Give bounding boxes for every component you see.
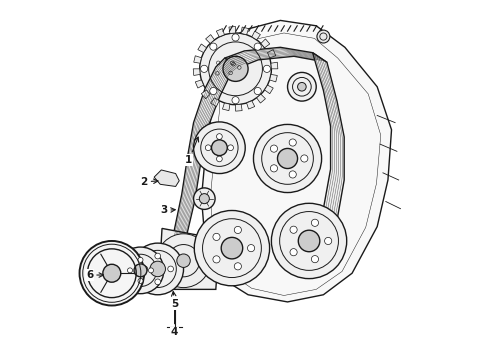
Circle shape <box>142 266 147 272</box>
Circle shape <box>155 279 160 285</box>
Polygon shape <box>264 85 273 94</box>
Circle shape <box>300 155 307 162</box>
Polygon shape <box>270 62 277 69</box>
Polygon shape <box>172 58 240 241</box>
Circle shape <box>263 65 270 72</box>
Circle shape <box>227 145 233 150</box>
Circle shape <box>289 249 297 256</box>
Polygon shape <box>193 69 200 76</box>
Circle shape <box>231 34 239 41</box>
Circle shape <box>193 188 215 210</box>
Polygon shape <box>251 31 260 40</box>
Circle shape <box>297 82 305 91</box>
Circle shape <box>117 247 163 294</box>
Polygon shape <box>261 39 269 48</box>
Circle shape <box>277 148 297 168</box>
Circle shape <box>212 256 220 263</box>
Polygon shape <box>201 90 210 99</box>
Polygon shape <box>311 53 344 250</box>
Circle shape <box>254 43 261 50</box>
Circle shape <box>138 278 142 283</box>
Circle shape <box>271 203 346 279</box>
Circle shape <box>270 145 277 152</box>
Circle shape <box>223 56 247 81</box>
Text: 6: 6 <box>86 270 103 280</box>
Circle shape <box>209 43 217 50</box>
Circle shape <box>155 253 160 259</box>
Polygon shape <box>224 47 326 67</box>
Polygon shape <box>154 170 179 186</box>
Polygon shape <box>158 228 219 289</box>
Circle shape <box>200 65 207 72</box>
Circle shape <box>212 233 220 240</box>
Circle shape <box>311 256 318 263</box>
Polygon shape <box>198 44 206 53</box>
Polygon shape <box>256 94 265 103</box>
Circle shape <box>221 237 242 259</box>
Circle shape <box>132 243 183 295</box>
Circle shape <box>138 257 142 262</box>
Circle shape <box>253 125 321 193</box>
Circle shape <box>289 226 297 233</box>
Circle shape <box>148 268 153 273</box>
Polygon shape <box>241 27 248 35</box>
Circle shape <box>287 72 316 101</box>
Polygon shape <box>205 35 214 44</box>
Circle shape <box>216 134 222 139</box>
Polygon shape <box>201 21 391 302</box>
Polygon shape <box>235 104 242 111</box>
Polygon shape <box>193 56 201 63</box>
Circle shape <box>177 254 190 267</box>
Polygon shape <box>246 101 254 109</box>
Circle shape <box>80 241 144 306</box>
Text: 2: 2 <box>140 177 158 187</box>
Circle shape <box>288 171 296 178</box>
Circle shape <box>234 226 241 234</box>
Circle shape <box>324 237 331 244</box>
Circle shape <box>311 219 318 226</box>
Circle shape <box>205 145 211 150</box>
Circle shape <box>211 140 227 156</box>
Circle shape <box>231 96 239 104</box>
Polygon shape <box>216 28 224 37</box>
Polygon shape <box>267 50 275 58</box>
Polygon shape <box>195 80 203 88</box>
Circle shape <box>156 234 210 288</box>
Polygon shape <box>210 98 219 107</box>
Circle shape <box>167 266 173 272</box>
Circle shape <box>234 263 241 270</box>
Text: 5: 5 <box>171 292 178 309</box>
Circle shape <box>199 194 209 204</box>
Text: 1: 1 <box>185 137 198 165</box>
Circle shape <box>254 87 261 95</box>
Polygon shape <box>228 27 235 33</box>
Circle shape <box>102 264 121 282</box>
Circle shape <box>209 87 217 95</box>
Circle shape <box>316 30 329 43</box>
Circle shape <box>127 268 132 273</box>
Circle shape <box>199 33 271 105</box>
Circle shape <box>193 122 244 174</box>
Polygon shape <box>269 75 277 82</box>
Circle shape <box>247 244 254 252</box>
Circle shape <box>216 156 222 162</box>
Text: 3: 3 <box>160 206 175 216</box>
Circle shape <box>288 139 296 146</box>
Polygon shape <box>222 103 229 111</box>
Circle shape <box>134 264 147 277</box>
Circle shape <box>150 261 165 277</box>
Circle shape <box>298 230 319 252</box>
Circle shape <box>194 211 269 286</box>
Text: 4: 4 <box>170 304 178 337</box>
Circle shape <box>270 165 277 172</box>
Text: 4: 4 <box>170 327 178 337</box>
